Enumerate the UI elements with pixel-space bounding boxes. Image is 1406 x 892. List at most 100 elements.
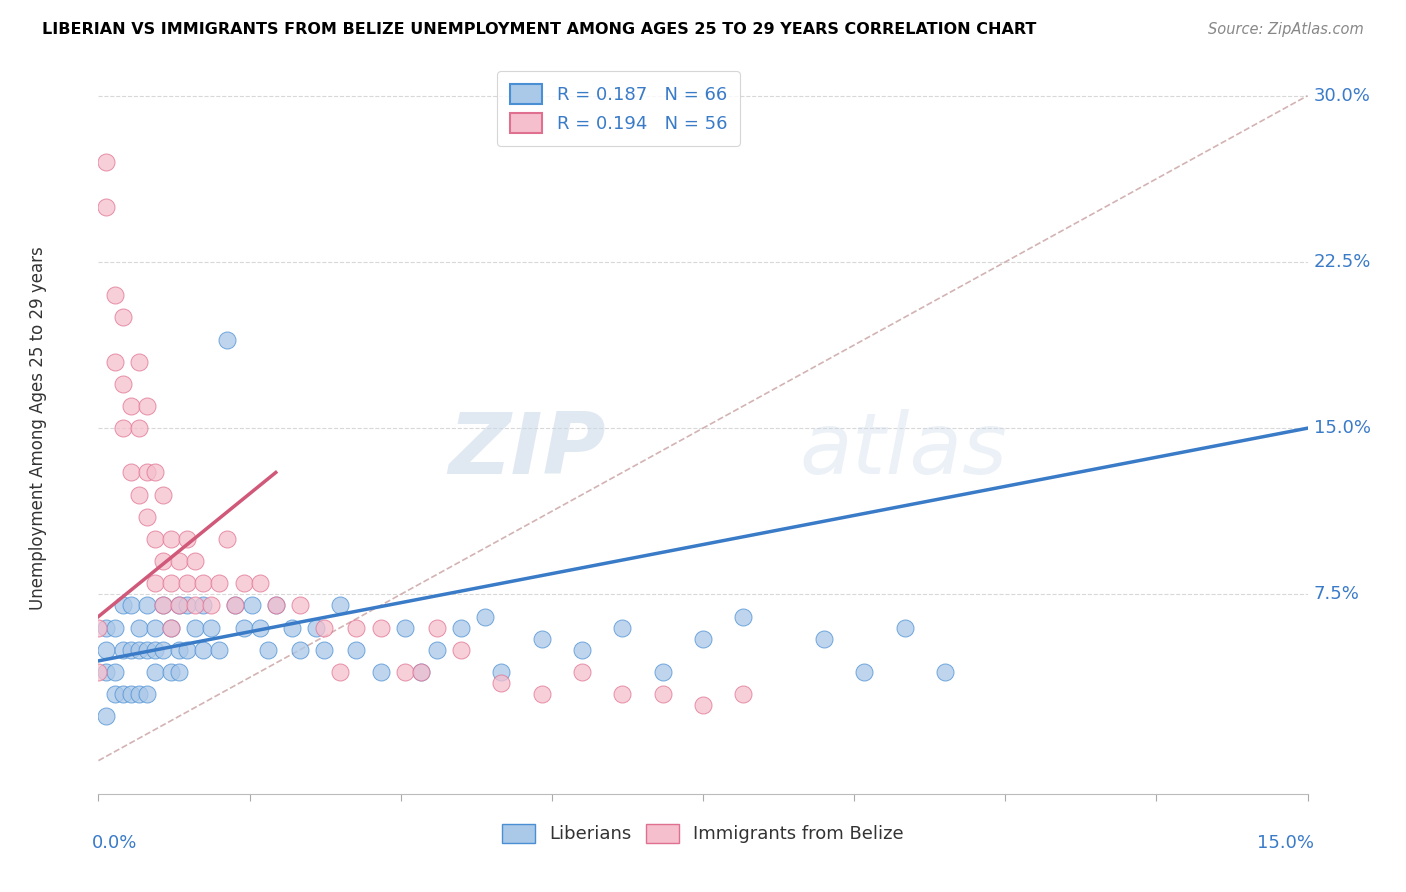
- Point: [152, 642, 174, 657]
- Point: [426, 642, 449, 657]
- Text: atlas: atlas: [800, 409, 1008, 491]
- Point: [329, 665, 352, 679]
- Point: [208, 576, 231, 591]
- Point: [160, 576, 183, 591]
- Point: [167, 642, 190, 657]
- Point: [103, 354, 125, 368]
- Point: [160, 532, 183, 546]
- Point: [176, 599, 198, 613]
- Point: [344, 642, 367, 657]
- Point: [450, 642, 472, 657]
- Point: [184, 599, 207, 613]
- Point: [103, 687, 125, 701]
- Point: [208, 642, 231, 657]
- Point: [491, 665, 513, 679]
- Text: LIBERIAN VS IMMIGRANTS FROM BELIZE UNEMPLOYMENT AMONG AGES 25 TO 29 YEARS CORREL: LIBERIAN VS IMMIGRANTS FROM BELIZE UNEMP…: [42, 22, 1036, 37]
- Point: [224, 599, 246, 613]
- Point: [329, 599, 352, 613]
- Point: [128, 421, 150, 435]
- Point: [249, 576, 271, 591]
- Point: [96, 709, 118, 723]
- Point: [135, 687, 157, 701]
- Point: [193, 599, 215, 613]
- Point: [612, 621, 634, 635]
- Point: [409, 665, 432, 679]
- Point: [135, 599, 157, 613]
- Point: [143, 642, 166, 657]
- Point: [394, 665, 416, 679]
- Point: [152, 554, 174, 568]
- Point: [143, 665, 166, 679]
- Point: [193, 576, 215, 591]
- Text: 7.5%: 7.5%: [1313, 585, 1360, 603]
- Point: [143, 621, 166, 635]
- Point: [103, 665, 125, 679]
- Point: [135, 399, 157, 413]
- Point: [314, 642, 336, 657]
- Point: [87, 665, 110, 679]
- Point: [692, 698, 714, 713]
- Point: [491, 676, 513, 690]
- Point: [176, 642, 198, 657]
- Point: [111, 421, 134, 435]
- Point: [571, 642, 593, 657]
- Point: [120, 399, 142, 413]
- Point: [120, 599, 142, 613]
- Point: [128, 687, 150, 701]
- Point: [893, 621, 915, 635]
- Point: [167, 554, 190, 568]
- Point: [128, 621, 150, 635]
- Point: [128, 354, 150, 368]
- Point: [111, 599, 134, 613]
- Point: [934, 665, 956, 679]
- Point: [176, 532, 198, 546]
- Point: [813, 632, 835, 646]
- Point: [96, 155, 118, 169]
- Point: [612, 687, 634, 701]
- Point: [370, 621, 392, 635]
- Text: 15.0%: 15.0%: [1313, 419, 1371, 437]
- Point: [200, 599, 222, 613]
- Point: [232, 576, 254, 591]
- Point: [692, 632, 714, 646]
- Text: ZIP: ZIP: [449, 409, 606, 491]
- Point: [853, 665, 876, 679]
- Point: [135, 466, 157, 480]
- Point: [160, 621, 183, 635]
- Point: [176, 576, 198, 591]
- Point: [193, 642, 215, 657]
- Point: [217, 333, 239, 347]
- Point: [305, 621, 328, 635]
- Point: [111, 376, 134, 391]
- Point: [281, 621, 304, 635]
- Point: [135, 642, 157, 657]
- Text: 22.5%: 22.5%: [1313, 253, 1371, 271]
- Point: [217, 532, 239, 546]
- Point: [256, 642, 278, 657]
- Point: [167, 599, 190, 613]
- Point: [264, 599, 287, 613]
- Point: [733, 687, 755, 701]
- Point: [135, 509, 157, 524]
- Point: [344, 621, 367, 635]
- Legend: Liberians, Immigrants from Belize: Liberians, Immigrants from Belize: [495, 816, 911, 851]
- Point: [143, 532, 166, 546]
- Point: [143, 576, 166, 591]
- Point: [394, 621, 416, 635]
- Point: [120, 642, 142, 657]
- Point: [96, 621, 118, 635]
- Point: [314, 621, 336, 635]
- Point: [111, 687, 134, 701]
- Point: [167, 665, 190, 679]
- Point: [111, 642, 134, 657]
- Point: [184, 621, 207, 635]
- Point: [530, 687, 553, 701]
- Point: [96, 642, 118, 657]
- Point: [450, 621, 472, 635]
- Text: 0.0%: 0.0%: [93, 834, 138, 852]
- Point: [160, 665, 183, 679]
- Point: [200, 621, 222, 635]
- Point: [152, 599, 174, 613]
- Point: [152, 599, 174, 613]
- Point: [651, 687, 673, 701]
